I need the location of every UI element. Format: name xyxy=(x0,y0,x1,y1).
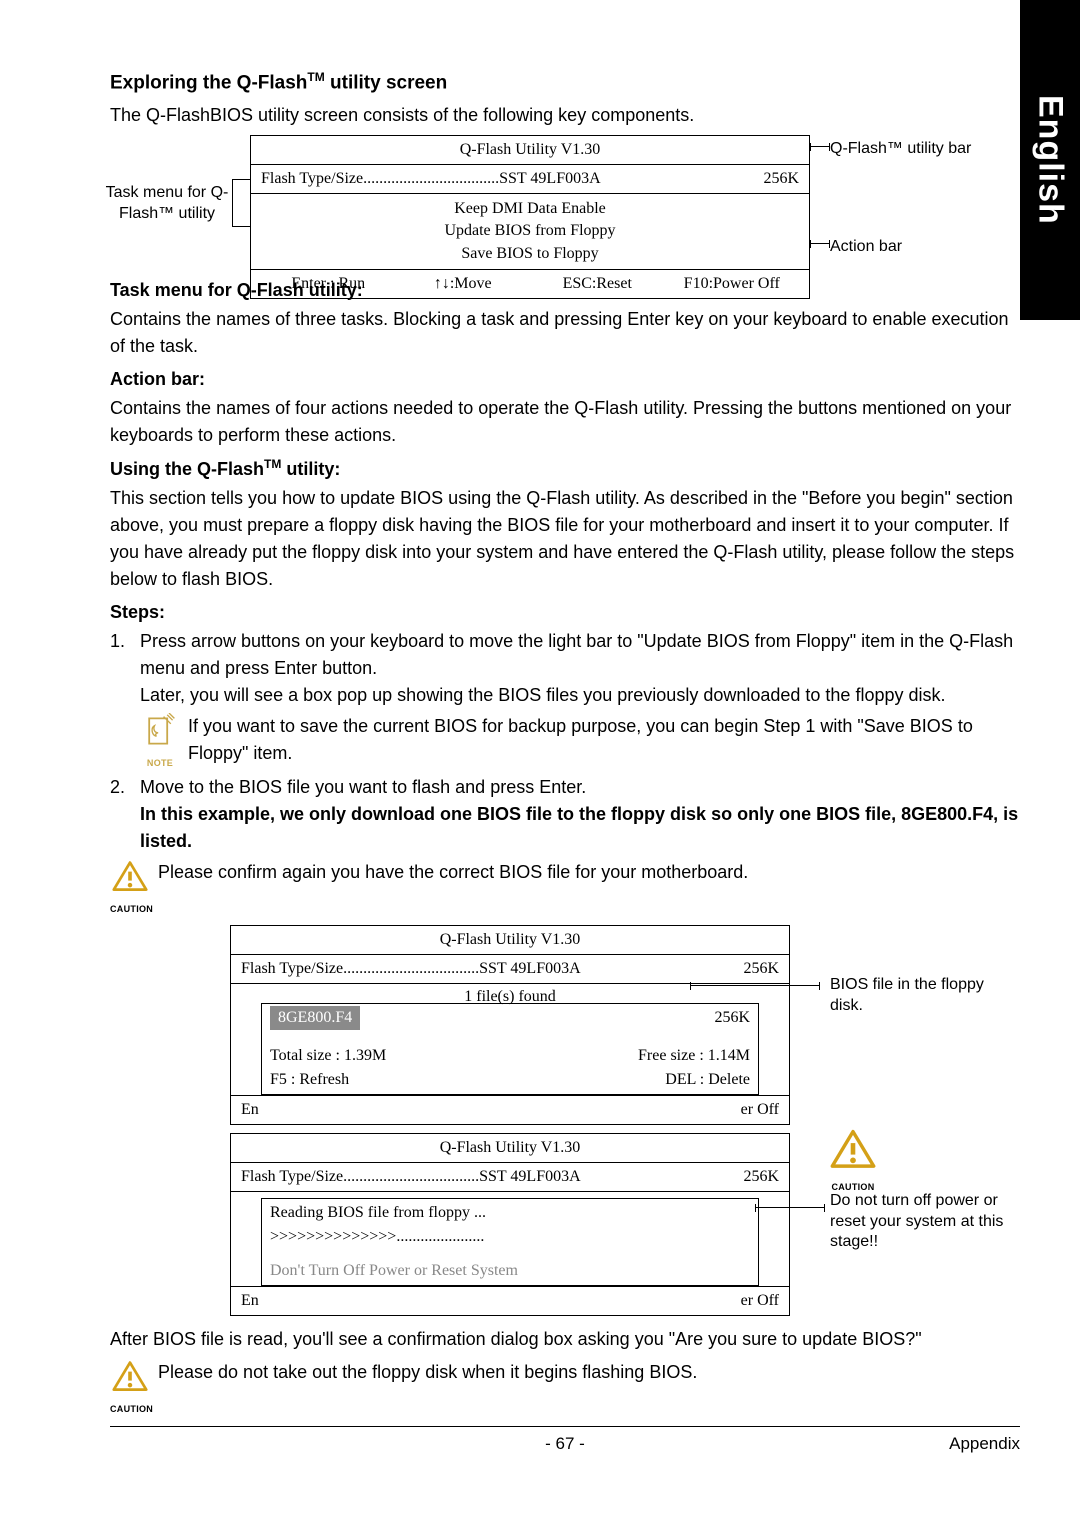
caution-icon: CAUTION xyxy=(110,1359,150,1417)
note-text: If you want to save the current BIOS for… xyxy=(188,713,1020,767)
intro-text: The Q-FlashBIOS utility screen consists … xyxy=(110,102,1020,129)
label-bios-file: BIOS file in the floppy disk. xyxy=(830,975,1020,1017)
utility-tasks: Keep DMI Data Enable Update BIOS from Fl… xyxy=(251,194,809,269)
label-task-menu: Task menu for Q-Flash™ utility xyxy=(102,183,232,225)
diagram-utility-screen: Task menu for Q-Flash™ utility Q-Flash U… xyxy=(110,135,1020,265)
page-number: - 67 - xyxy=(210,1431,920,1457)
diagram-3-wrapper: Q-Flash Utility V1.30 Flash Type/Size...… xyxy=(110,1133,1020,1316)
caution-icon: CAUTION xyxy=(110,859,150,917)
heading-steps: Steps: xyxy=(110,599,1020,626)
connector-utilbar xyxy=(810,146,830,147)
footer-appendix: Appendix xyxy=(920,1431,1020,1457)
text-using: This section tells you how to update BIO… xyxy=(110,485,1020,593)
heading-using: Using the Q-FlashTM utility: xyxy=(110,455,1020,483)
connector-actionbar xyxy=(810,243,830,244)
utility-box-1: Q-Flash Utility V1.30 Flash Type/Size...… xyxy=(250,135,810,299)
heading-exploring: Exploring the Q-FlashTM utility screen xyxy=(110,68,1020,98)
bracket-left xyxy=(232,179,250,227)
utility-title: Q-Flash Utility V1.30 xyxy=(251,136,809,165)
page-footer: - 67 - Appendix xyxy=(110,1426,1020,1457)
caution-icon-large: CAUTION xyxy=(830,1127,876,1195)
heading-action-bar: Action bar: xyxy=(110,366,1020,393)
after-text: After BIOS file is read, you'll see a co… xyxy=(110,1326,1020,1353)
utility-box-2: Q-Flash Utility V1.30 Flash Type/Size...… xyxy=(230,925,790,1125)
label-utility-bar: Q-Flash™ utility bar xyxy=(830,137,971,161)
file-box: 8GE800.F4 256K Total size : 1.39M Free s… xyxy=(261,1003,759,1095)
label-caution-power: Do not turn off power or reset your syst… xyxy=(830,1191,1025,1253)
note-icon: NOTE xyxy=(140,713,180,771)
text-task-menu: Contains the names of three tasks. Block… xyxy=(110,306,1020,360)
page-content: Exploring the Q-FlashTM utility screen T… xyxy=(0,0,1080,1487)
diagram-2-wrapper: Q-Flash Utility V1.30 Flash Type/Size...… xyxy=(110,925,1020,1125)
diagram-file-list: Q-Flash Utility V1.30 Flash Type/Size...… xyxy=(230,925,790,1125)
utility-action-row: Enter : Run ↑↓:Move ESC:Reset F10:Power … xyxy=(251,269,809,298)
connector-bios-file xyxy=(690,985,820,986)
step-1: 1. Press arrow buttons on your keyboard … xyxy=(110,628,1020,709)
text-action-bar: Contains the names of four actions neede… xyxy=(110,395,1020,449)
reading-box: Reading BIOS file from floppy ... >>>>>>… xyxy=(261,1198,759,1286)
caution-block-1: CAUTION Please confirm again you have th… xyxy=(110,859,1020,917)
label-action-bar: Action bar xyxy=(830,235,902,259)
step-2-bold: In this example, we only download one BI… xyxy=(140,801,1020,855)
diagram-reading: Q-Flash Utility V1.30 Flash Type/Size...… xyxy=(230,1133,790,1316)
connector-caution xyxy=(755,1207,825,1208)
caution-text-1: Please confirm again you have the correc… xyxy=(158,859,1020,886)
caution-block-2: CAUTION Please do not take out the flopp… xyxy=(110,1359,1020,1417)
utility-box-3: Q-Flash Utility V1.30 Flash Type/Size...… xyxy=(230,1133,790,1316)
note-block: NOTE If you want to save the current BIO… xyxy=(140,713,1020,771)
bios-file-name: 8GE800.F4 xyxy=(270,1006,360,1030)
step-2: 2. Move to the BIOS file you want to fla… xyxy=(110,774,1020,855)
utility-flash-row: Flash Type/Size.........................… xyxy=(251,165,809,194)
caution-text-2: Please do not take out the floppy disk w… xyxy=(158,1359,1020,1386)
